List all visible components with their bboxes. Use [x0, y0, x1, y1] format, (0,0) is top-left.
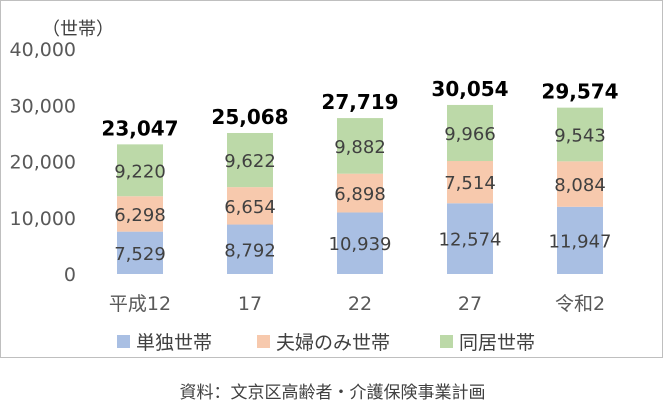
y-axis-unit: （世帯）	[42, 19, 114, 40]
data-label: 9,543	[554, 125, 606, 146]
total-label: 30,054	[431, 77, 508, 101]
bar-segment	[117, 144, 163, 197]
bar-segment	[227, 187, 273, 225]
legend-swatch	[117, 335, 130, 348]
total-label: 29,574	[541, 80, 618, 104]
bar-segment	[447, 104, 493, 162]
data-label: 9,882	[334, 137, 386, 158]
data-label: 9,220	[114, 161, 166, 182]
data-label: 8,084	[554, 175, 606, 196]
legend-swatch	[440, 335, 453, 348]
legend-swatch	[257, 335, 270, 348]
data-label: 7,529	[114, 244, 166, 265]
data-label: 11,947	[549, 231, 612, 252]
legend-label: 夫婦のみ世帯	[276, 332, 390, 354]
bar-segment	[227, 132, 273, 188]
source-note: 資料：文京区高齢者・介護保険事業計画	[179, 383, 486, 403]
bar-segment	[227, 224, 273, 274]
bar-segment	[557, 107, 603, 162]
x-tick-label: 27	[458, 293, 482, 315]
chart-frame	[0, 0, 663, 358]
data-label: 9,966	[444, 124, 496, 145]
y-tick-label: 0	[64, 264, 76, 286]
total-label: 27,719	[321, 90, 398, 114]
y-tick-label: 20,000	[10, 152, 76, 174]
data-label: 9,622	[224, 151, 276, 172]
legend-label: 単独世帯	[136, 332, 212, 354]
y-tick-label: 10,000	[10, 208, 76, 230]
bar-segment	[117, 231, 163, 274]
bar-segment	[447, 203, 493, 274]
data-label: 6,898	[334, 184, 386, 205]
x-tick-label: 17	[238, 293, 262, 315]
x-tick-label: 平成12	[109, 293, 171, 315]
data-label: 6,654	[224, 197, 276, 218]
data-label: 10,939	[329, 234, 392, 255]
y-tick-label: 30,000	[10, 95, 76, 117]
bar-segment	[557, 161, 603, 207]
total-label: 23,047	[101, 116, 178, 140]
data-label: 12,574	[439, 230, 502, 251]
bar-segment	[557, 206, 603, 274]
bar-segment	[447, 161, 493, 204]
bar-segment	[337, 118, 383, 174]
total-label: 25,068	[211, 105, 288, 129]
data-label: 7,514	[444, 173, 496, 194]
x-tick-label: 22	[348, 293, 372, 315]
bar-segment	[337, 212, 383, 274]
stacked-bar-chart: （世帯） 0 10,000 20,000 30,000 40,000 7,529 6,29…	[10, 19, 619, 354]
data-label: 6,298	[114, 205, 166, 226]
x-tick-label: 令和2	[555, 293, 605, 315]
bar-segment	[117, 196, 163, 232]
y-tick-label: 40,000	[10, 39, 76, 61]
data-label: 8,792	[224, 240, 276, 261]
legend-label: 同居世帯	[459, 332, 535, 354]
bar-segment	[337, 173, 383, 213]
